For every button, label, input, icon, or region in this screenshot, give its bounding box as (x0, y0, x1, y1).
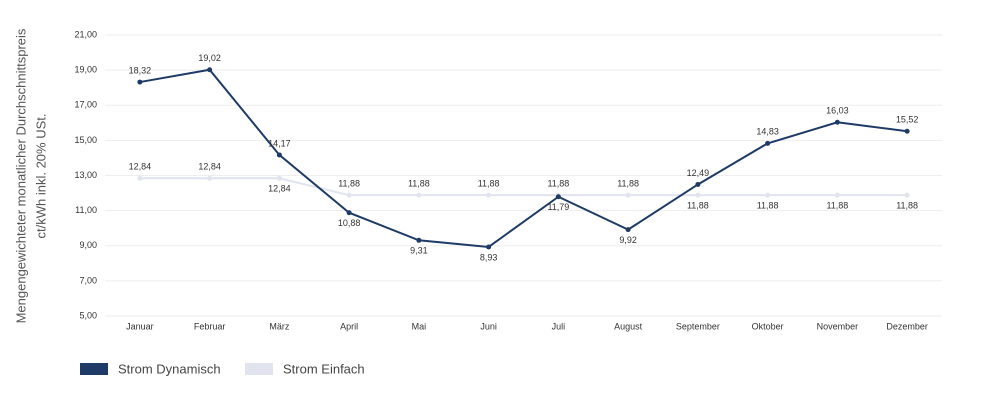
data-point (625, 227, 631, 233)
legend-swatch (245, 363, 273, 375)
data-point (834, 192, 840, 198)
value-label: 11,88 (687, 201, 709, 211)
value-label: 11,88 (478, 179, 500, 189)
series-line (139, 177, 908, 197)
data-point (137, 79, 143, 85)
legend-swatch (80, 363, 108, 375)
data-point (486, 244, 492, 250)
value-label: 14,83 (756, 127, 779, 137)
y-tick-label: 19,00 (74, 65, 97, 75)
value-label: 8,93 (480, 252, 498, 262)
value-label: 12,49 (687, 168, 710, 178)
value-label: 11,88 (896, 201, 918, 211)
data-point (346, 192, 352, 198)
x-tick-label: November (817, 321, 859, 331)
y-tick-label: 11,00 (75, 205, 97, 215)
data-point (555, 194, 561, 200)
data-point (904, 192, 910, 198)
data-point (695, 192, 701, 198)
x-tick-label: Oktober (752, 321, 784, 331)
value-label: 9,92 (619, 235, 637, 245)
value-label: 19,02 (198, 53, 221, 63)
data-point (834, 119, 840, 125)
value-label: 9,31 (410, 246, 428, 256)
value-label: 11,88 (338, 179, 360, 189)
data-point (276, 152, 282, 158)
y-tick-label: 5,00 (79, 310, 97, 320)
data-point (765, 192, 771, 198)
data-point (276, 175, 282, 181)
y-tick-label: 17,00 (74, 100, 97, 110)
value-label: 12,84 (129, 162, 152, 172)
value-label: 11,79 (547, 202, 569, 212)
value-label: 12,84 (268, 184, 291, 194)
value-label: 11,88 (547, 179, 569, 189)
value-label: 11,88 (617, 179, 639, 189)
x-tick-label: Mai (412, 321, 427, 331)
x-tick-label: Juni (480, 321, 497, 331)
legend-label: Strom Dynamisch (118, 361, 221, 376)
x-tick-label: Januar (126, 321, 154, 331)
value-label: 10,88 (338, 218, 361, 228)
x-tick-label: März (269, 321, 289, 331)
data-point (207, 67, 213, 73)
data-point (486, 192, 492, 198)
y-tick-label: 9,00 (79, 240, 97, 250)
y-axis-title: Mengengewichteter monatlicher Durchschni… (13, 28, 48, 323)
data-point (765, 140, 771, 146)
value-label: 12,84 (198, 162, 221, 172)
x-tick-label: Februar (194, 321, 226, 331)
data-point (346, 210, 352, 216)
data-point (137, 175, 143, 181)
x-tick-label: Dezember (886, 321, 928, 331)
data-point (207, 175, 213, 181)
y-tick-label: 15,00 (74, 135, 97, 145)
data-point (416, 192, 422, 198)
x-tick-label: Juli (552, 321, 566, 331)
value-label: 15,52 (896, 115, 919, 125)
value-label: 11,88 (826, 201, 848, 211)
data-point (625, 192, 631, 198)
value-label: 11,88 (757, 201, 779, 211)
y-tick-label: 13,00 (74, 170, 97, 180)
y-tick-label: 7,00 (79, 275, 97, 285)
x-tick-label: September (676, 321, 720, 331)
value-label: 16,03 (826, 106, 849, 116)
y-axis-title-line: ct/kWh inkl. 20% USt. (33, 114, 48, 239)
x-tick-label: August (614, 321, 643, 331)
data-point (904, 128, 910, 134)
data-point (695, 181, 701, 187)
value-label: 18,32 (129, 65, 152, 75)
value-label: 14,17 (268, 138, 291, 148)
x-tick-label: April (340, 321, 358, 331)
series-line (139, 68, 908, 249)
legend-label: Strom Einfach (283, 361, 365, 376)
value-label: 11,88 (408, 179, 430, 189)
data-point (416, 237, 422, 243)
y-tick-label: 21,00 (74, 29, 97, 39)
y-axis-title-line: Mengengewichteter monatlicher Durchschni… (13, 28, 28, 323)
